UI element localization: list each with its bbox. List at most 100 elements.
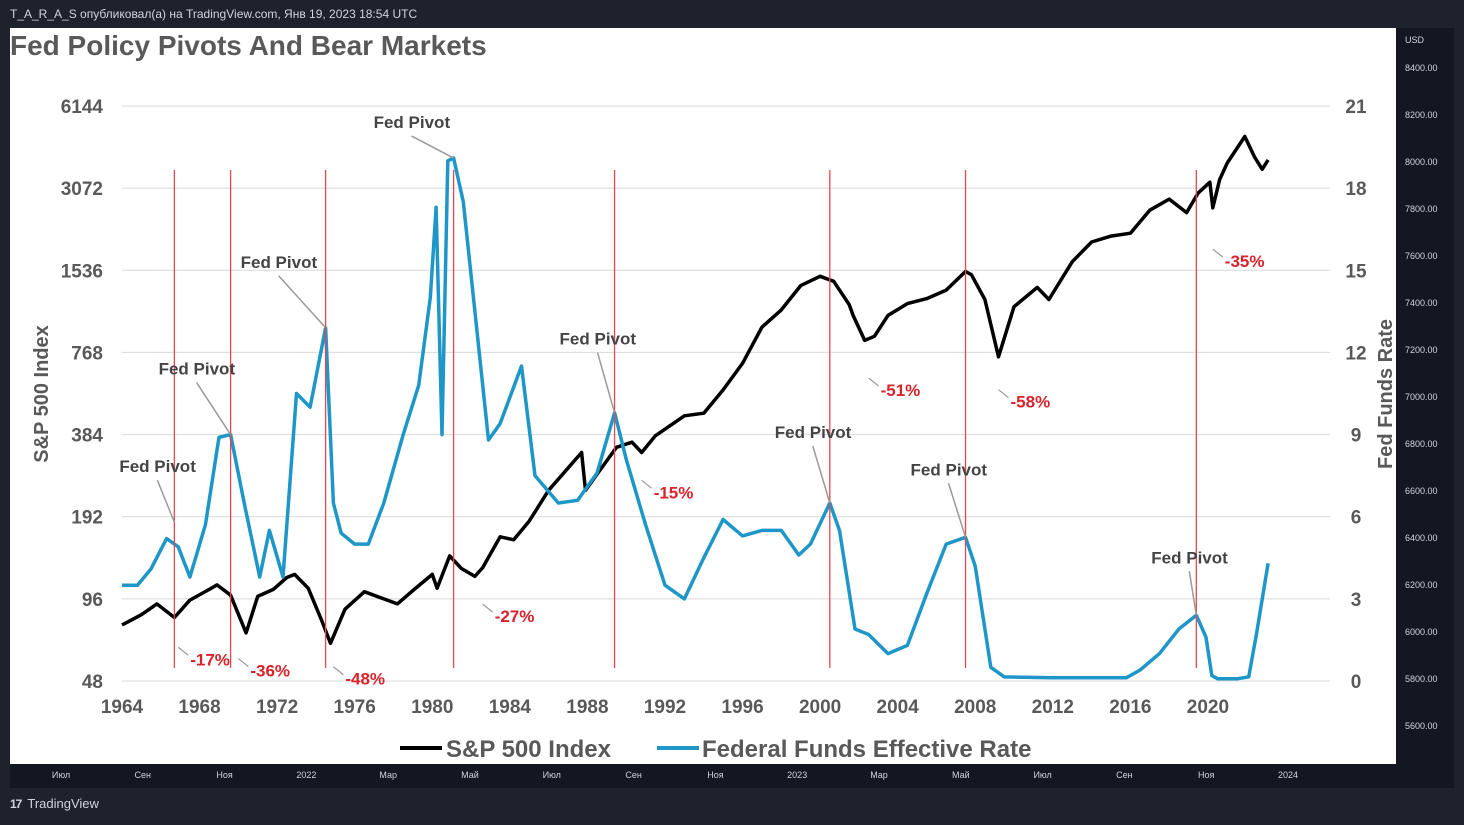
y-tick-label: 768: [71, 343, 103, 364]
x-tick-label: 1996: [721, 697, 763, 718]
publication-text: T_A_R_A_S опубликовал(а) на TradingView.…: [10, 7, 418, 21]
pivot-leader: [195, 382, 232, 435]
drawdown-leader: [237, 658, 249, 668]
time-label: Май: [951, 770, 970, 780]
x-tick-labels: 1964 1968 1972 1976 1980 1984 1988 1992 1996 2000…: [101, 697, 1229, 718]
time-label: Сен: [625, 770, 642, 780]
pivot-leader: [156, 479, 176, 523]
drawdown-label: -15%: [654, 483, 694, 502]
x-tick-label: 2004: [877, 697, 920, 718]
y-tick-label: 1536: [61, 261, 103, 282]
y-axis-label: S&P 500 Index: [31, 325, 53, 462]
y2-tick-label: 18: [1345, 179, 1366, 200]
drawdown-leader: [482, 603, 494, 613]
time-label: Июл: [542, 770, 561, 780]
drawdown-label: -36%: [250, 662, 290, 681]
drawdown-label: -35%: [1225, 252, 1265, 271]
pivot-leader: [278, 275, 327, 329]
drawdown-label: -58%: [1011, 393, 1051, 412]
x-tick-label: 2016: [1109, 697, 1151, 718]
legend-label-sp500: S&P 500 Index: [446, 736, 612, 763]
y2-tick-label: 15: [1345, 261, 1367, 282]
price-label: 7200.00: [1405, 345, 1438, 355]
drawdown-label: -48%: [345, 670, 385, 689]
x-tick-label: 2000: [799, 697, 841, 718]
price-label: 5600.00: [1405, 721, 1438, 731]
legend: S&P 500 Index Federal Funds Effective Ra…: [400, 736, 1031, 763]
y-tick-label: 192: [71, 508, 103, 529]
price-label: 8000.00: [1405, 157, 1438, 167]
y-tick-label: 6144: [61, 97, 104, 118]
fed-pivot-label: Fed Pivot: [911, 460, 988, 479]
y-tick-labels: 6144 3072 1536 768 384 192 96 48: [61, 97, 104, 693]
x-tick-label: 1968: [178, 697, 220, 718]
drawdown-label: -51%: [881, 381, 921, 400]
y2-axis-label: Fed Funds Rate: [1375, 319, 1396, 469]
price-label: 6600.00: [1405, 486, 1438, 496]
time-label: 2024: [1277, 770, 1299, 780]
drawdown-leader: [332, 666, 344, 676]
fed-pivot-label: Fed Pivot: [119, 457, 196, 476]
tradingview-brand[interactable]: 17 TradingView: [10, 796, 99, 811]
annotations: Fed Pivot Fed Pivot Fed Pivot Fed Pivot Fed …: [119, 113, 1264, 689]
price-label: 7000.00: [1405, 392, 1438, 402]
y2-tick-label: 0: [1351, 672, 1362, 693]
pivot-leader: [411, 135, 454, 159]
fed-pivot-label: Fed Pivot: [241, 253, 318, 272]
chart-svg: Fed Policy Pivots And Bear Markets S&P 5…: [10, 30, 1396, 763]
y2-tick-label: 21: [1345, 97, 1367, 118]
drawdown-leader: [998, 389, 1009, 399]
drawdown-leader: [641, 479, 653, 489]
x-tick-label: 1964: [101, 697, 144, 718]
time-label: Июл: [1033, 770, 1052, 780]
price-label: 6400.00: [1405, 533, 1438, 543]
y2-tick-labels: 21 18 15 12 9 6 3 0: [1345, 97, 1367, 693]
x-tick-label: 1972: [256, 697, 298, 718]
drawdown-label: -27%: [495, 607, 535, 626]
time-axis[interactable]: Июл Сен Ноя 2022 Мар Май Июл Сен Ноя 2023 Мар Май Ию…: [10, 764, 1454, 788]
price-label: 6000.00: [1405, 627, 1438, 637]
fed-pivot-label: Fed Pivot: [159, 360, 236, 379]
drawdown-label: -17%: [190, 650, 230, 669]
gridlines: [122, 105, 1330, 682]
time-label: Ноя: [216, 770, 233, 780]
time-label: 2022: [296, 770, 317, 780]
x-tick-label: 1976: [334, 697, 376, 718]
x-tick-label: 2012: [1032, 697, 1074, 718]
x-tick-label: 1980: [411, 697, 453, 718]
pivot-leader: [812, 445, 831, 504]
x-tick-label: 1992: [644, 697, 686, 718]
price-label: 7600.00: [1405, 251, 1438, 261]
fed-pivot-label: Fed Pivot: [775, 423, 852, 442]
drawdown-leader: [1212, 248, 1224, 258]
sp500-line: [121, 134, 1270, 646]
time-label: Ноя: [707, 770, 724, 780]
y2-tick-label: 12: [1345, 343, 1366, 364]
x-tick-label: 1984: [489, 697, 532, 718]
price-label: 6200.00: [1405, 580, 1438, 590]
pivot-leader: [1188, 571, 1198, 616]
time-label: Ноя: [1197, 770, 1215, 780]
time-label: Мар: [870, 770, 888, 780]
x-tick-label: 2020: [1187, 697, 1229, 718]
publication-bar: T_A_R_A_S опубликовал(а) на TradingView.…: [0, 0, 1464, 28]
time-label: Май: [461, 770, 479, 780]
price-axis[interactable]: USD 8400.00 8200.00 8000.00 7800.00 7600.00 7…: [1396, 28, 1454, 764]
y-tick-label: 48: [82, 672, 103, 693]
time-label: 2023: [787, 770, 808, 780]
chart-panel[interactable]: Fed Policy Pivots And Bear Markets S&P 5…: [10, 28, 1396, 764]
tradingview-logo-icon: 17: [10, 796, 22, 811]
x-tick-label: 1988: [566, 697, 608, 718]
drawdown-leader: [177, 646, 189, 656]
legend-label-fedfunds: Federal Funds Effective Rate: [702, 736, 1031, 763]
price-label: 8200.00: [1405, 110, 1438, 120]
y-tick-label: 384: [71, 426, 103, 447]
y-tick-label: 3072: [61, 179, 103, 200]
price-label: 8400.00: [1405, 63, 1438, 73]
price-label: 5800.00: [1405, 674, 1438, 684]
y2-tick-label: 9: [1351, 426, 1362, 447]
price-label: 7800.00: [1405, 204, 1438, 214]
fedfunds-line: [122, 156, 1270, 681]
currency-label: USD: [1405, 35, 1425, 45]
price-label: 7400.00: [1405, 298, 1438, 308]
